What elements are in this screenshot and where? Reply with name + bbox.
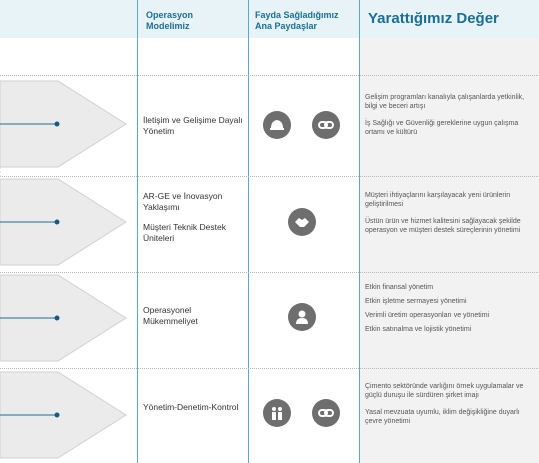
chevron-row-2 xyxy=(0,178,127,266)
investor-person-icon xyxy=(288,303,316,331)
header-operation-model: Operasyon Modelimiz xyxy=(146,10,194,31)
operation-model-cell: Operasyonel Mükemmeliyet xyxy=(143,305,198,326)
row-separator xyxy=(0,75,539,76)
table-header xyxy=(0,0,539,38)
row-separator xyxy=(0,272,539,273)
handshake-icon xyxy=(288,208,316,236)
operation-model-cell: AR-GE ve İnovasyon Yaklaşımı Müşteri Tek… xyxy=(143,191,226,243)
row-separator xyxy=(0,368,539,369)
value-cell: Gelişim programları kanalıyla çalışanlar… xyxy=(365,94,525,136)
community-people-icon xyxy=(263,399,291,427)
chevron-graphics xyxy=(0,80,127,459)
chevron-row-4 xyxy=(0,371,127,459)
chevron-row-3 xyxy=(0,274,127,362)
value-column-shade xyxy=(360,38,539,463)
connector-dot xyxy=(54,121,60,127)
connector-dot xyxy=(54,219,60,225)
header-value-created: Yarattığımız Değer xyxy=(368,10,499,27)
column-divider-1 xyxy=(137,0,138,463)
header-stakeholders: Fayda Sağladığımız Ana Paydaşlar xyxy=(255,10,339,31)
row-separator xyxy=(0,176,539,177)
operation-model-cell: Yönetim-Denetim-Kontrol xyxy=(143,402,239,412)
chevron-row-1 xyxy=(0,80,127,168)
employee-helmet-icon xyxy=(263,111,291,139)
chain-link-icon xyxy=(312,399,340,427)
connector-dot xyxy=(54,315,60,321)
operation-model-cell: İletişim ve Gelişime Dayalı Yönetim xyxy=(143,115,243,136)
connector-dot xyxy=(54,412,60,418)
chain-link-icon xyxy=(312,111,340,139)
column-divider-3 xyxy=(359,0,360,463)
column-divider-2 xyxy=(248,0,249,463)
value-cell: Etkin finansal yönetim Etkin işletme ser… xyxy=(365,284,490,333)
value-cell: Müşteri ihtiyaçlarını karşılayacak yeni … xyxy=(365,192,521,234)
value-cell: Çimento sektöründe varlığını örnek uygul… xyxy=(365,383,524,425)
